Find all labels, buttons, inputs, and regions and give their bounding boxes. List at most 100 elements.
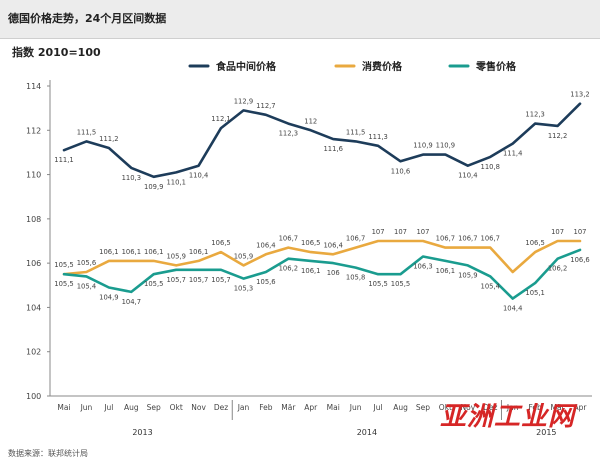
x-tick-label: Mär [281, 403, 296, 412]
data-label: 111,2 [99, 135, 118, 143]
data-label: 109,9 [144, 183, 163, 191]
data-label: 106,1 [99, 248, 118, 256]
data-label: 105,9 [234, 252, 253, 260]
data-label: 107 [372, 228, 385, 236]
data-label: 107 [574, 228, 587, 236]
data-label: 106,5 [301, 239, 320, 247]
data-label: 110,3 [122, 174, 141, 182]
x-tick-label: Jun [80, 403, 93, 412]
data-label: 106,5 [525, 239, 544, 247]
data-label: 106,7 [346, 235, 365, 243]
data-label: 105,7 [166, 276, 185, 284]
data-label: 106,2 [548, 265, 567, 273]
data-label: 112,9 [234, 97, 253, 105]
data-label: 105,4 [77, 282, 96, 290]
data-label: 106,1 [144, 248, 163, 256]
data-label: 106,7 [481, 235, 500, 243]
x-tick-label: Jul [373, 403, 383, 412]
data-label: 105,5 [54, 280, 73, 288]
data-label: 105,6 [256, 278, 275, 286]
y-tick-label: 108 [26, 215, 41, 224]
data-label: 104,7 [122, 298, 141, 306]
data-label: 111,5 [77, 128, 96, 136]
data-label: 111,4 [503, 150, 522, 158]
unit-label: 指数 2010=100 [12, 46, 101, 59]
data-label: 106,2 [279, 265, 298, 273]
x-tick-label: Nov [461, 403, 476, 412]
data-label: 105,5 [391, 280, 410, 288]
x-tick-label: Okt [439, 403, 452, 412]
y-tick-label: 106 [26, 259, 41, 268]
data-label: 111,6 [323, 145, 342, 153]
x-tick-label: Mär [550, 403, 565, 412]
data-label: 110,6 [391, 167, 410, 175]
x-tick-label: Dez [214, 403, 228, 412]
data-label: 106,1 [301, 267, 320, 275]
data-label: 106,1 [189, 248, 208, 256]
data-label: 111,3 [368, 133, 387, 141]
data-label: 107 [551, 228, 564, 236]
y-tick-label: 112 [26, 126, 41, 135]
data-label: 112,3 [525, 111, 544, 119]
x-tick-label: Feb [528, 403, 542, 412]
series-line [62, 239, 582, 276]
legend-label: 零售价格 [475, 60, 517, 73]
line-chart: 100 102 104 106 108 110 112 114 Mai Jun Jul Aug Sep O… [26, 60, 592, 437]
data-label: 106 [327, 269, 340, 277]
y-tick-label: 114 [26, 82, 41, 91]
data-label: 110,8 [481, 163, 500, 171]
data-label: 113,2 [570, 91, 589, 99]
y-tick-label: 100 [26, 392, 41, 401]
data-label: 105,5 [54, 261, 73, 269]
legend-label: 消费价格 [362, 60, 403, 73]
data-label: 106,1 [122, 248, 141, 256]
data-label: 111,1 [54, 156, 73, 164]
data-label: 105,8 [346, 274, 365, 282]
data-label: 110,4 [189, 172, 208, 180]
legend-label: 食品中间价格 [215, 60, 277, 73]
data-label: 106,3 [413, 263, 432, 271]
x-tick-label: Apr [574, 403, 588, 412]
data-label: 106,1 [436, 267, 455, 275]
x-year-label: 2015 [536, 428, 556, 437]
data-label: 105,6 [77, 259, 96, 267]
data-label: 105,9 [458, 271, 477, 279]
x-tick-label: Jun [349, 403, 362, 412]
data-label: 112,1 [211, 115, 230, 123]
data-label: 112 [304, 117, 317, 125]
series-line [62, 102, 582, 179]
watermark-logo: 亚洲工业网 [440, 402, 576, 432]
data-label: 106,7 [458, 235, 477, 243]
x-tick-label: Nov [191, 403, 206, 412]
source-note: 数据来源：联邦统计局 [8, 449, 88, 458]
x-year-label: 2014 [357, 428, 377, 437]
data-label: 106,7 [436, 235, 455, 243]
y-tick-label: 110 [26, 171, 41, 180]
x-tick-label: Sep [147, 403, 161, 412]
x-year-label: 2013 [132, 428, 152, 437]
x-tick-label: Jan [237, 403, 250, 412]
x-tick-label: Aug [124, 403, 139, 412]
data-label: 106,4 [256, 241, 275, 249]
x-tick-label: Aug [393, 403, 408, 412]
x-tick-label: Jul [103, 403, 113, 412]
data-label: 104,4 [503, 305, 522, 313]
data-label: 107 [394, 228, 407, 236]
data-label: 111,5 [346, 128, 365, 136]
data-label: 112,7 [256, 102, 275, 110]
data-label: 106,7 [279, 235, 298, 243]
data-label: 106,6 [570, 256, 589, 264]
chart-title: 德国价格走势，24个月区间数据 [8, 12, 167, 25]
data-label: 104,9 [99, 294, 118, 302]
data-label: 105,5 [144, 280, 163, 288]
data-label: 110,4 [458, 172, 477, 180]
x-tick-label: Dez [483, 403, 497, 412]
series-line [62, 248, 582, 300]
data-label: 106,4 [323, 241, 342, 249]
x-tick-label: Jan [506, 403, 519, 412]
data-label: 112,3 [279, 130, 298, 138]
x-tick-label: Mai [327, 403, 340, 412]
data-label: 110,9 [436, 142, 455, 150]
data-label: 110,9 [413, 142, 432, 150]
x-tick-label: Apr [304, 403, 318, 412]
